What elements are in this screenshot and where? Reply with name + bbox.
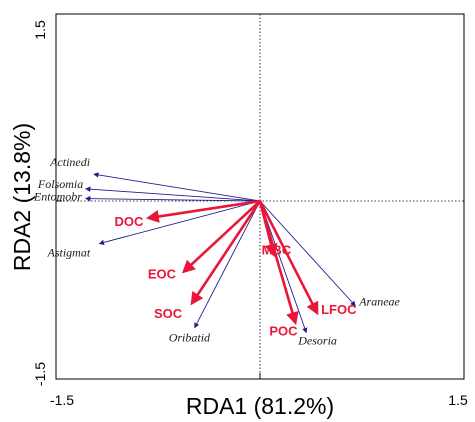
x-tick-label-max: 1.5 xyxy=(448,392,468,408)
species-arrow-araneae xyxy=(259,200,356,307)
env-label-eoc: EOC xyxy=(148,267,177,282)
env-arrow-poc xyxy=(258,200,299,326)
y-axis-title: RDA2 (13.8%) xyxy=(9,123,35,271)
env-label-poc: POC xyxy=(269,324,298,339)
y-tick-label-max: 1.5 xyxy=(32,20,48,40)
env-arrow-soc xyxy=(190,200,262,306)
species-label-astigmat: Astigmat xyxy=(47,246,91,260)
species-label-entomobr: Entomobr xyxy=(33,190,82,204)
env-label-soc: SOC xyxy=(154,306,183,321)
species-arrow-actinedi xyxy=(93,172,261,202)
env-arrow-eoc xyxy=(181,200,261,274)
env-arrow-lfoc xyxy=(258,200,319,316)
env-label-lfoc: LFOC xyxy=(321,302,357,317)
env-arrow-doc xyxy=(145,199,261,223)
env-label-doc: DOC xyxy=(114,214,144,229)
species-arrow-folsomia xyxy=(85,186,261,202)
species-label-folsomia: Folsomia xyxy=(37,177,83,191)
species-arrow-entomobr xyxy=(85,195,261,202)
species-label-araneae: Araneae xyxy=(358,295,400,309)
x-tick-label-min: -1.5 xyxy=(50,392,74,408)
species-label-oribatid: Oribatid xyxy=(169,331,211,345)
species-arrow-astigmat xyxy=(98,200,261,246)
species-label-desoria: Desoria xyxy=(297,333,337,347)
y-tick-label-min: -1.5 xyxy=(32,362,48,386)
species-label-actinedi: Actinedi xyxy=(49,155,90,169)
species-arrow-oribatid xyxy=(194,200,261,329)
x-axis-title: RDA1 (81.2%) xyxy=(186,393,334,419)
